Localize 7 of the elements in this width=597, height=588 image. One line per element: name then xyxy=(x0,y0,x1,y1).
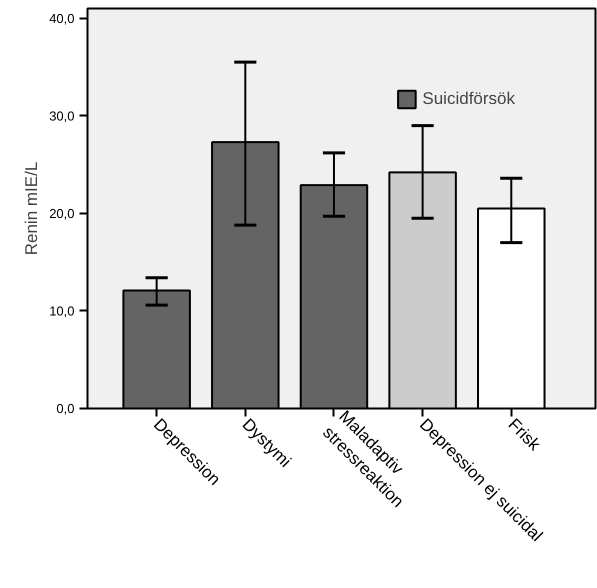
y-tick-label: 30,0 xyxy=(49,108,75,124)
y-tick-label: 0,0 xyxy=(56,401,75,416)
y-tick-label: 20,0 xyxy=(49,206,75,221)
y-tick-label: 10,0 xyxy=(49,303,75,318)
y-axis-title: Renin mIE/L xyxy=(22,162,42,256)
y-tick-label: 40,0 xyxy=(49,10,75,26)
legend-label: Suicidförsök xyxy=(422,89,515,109)
